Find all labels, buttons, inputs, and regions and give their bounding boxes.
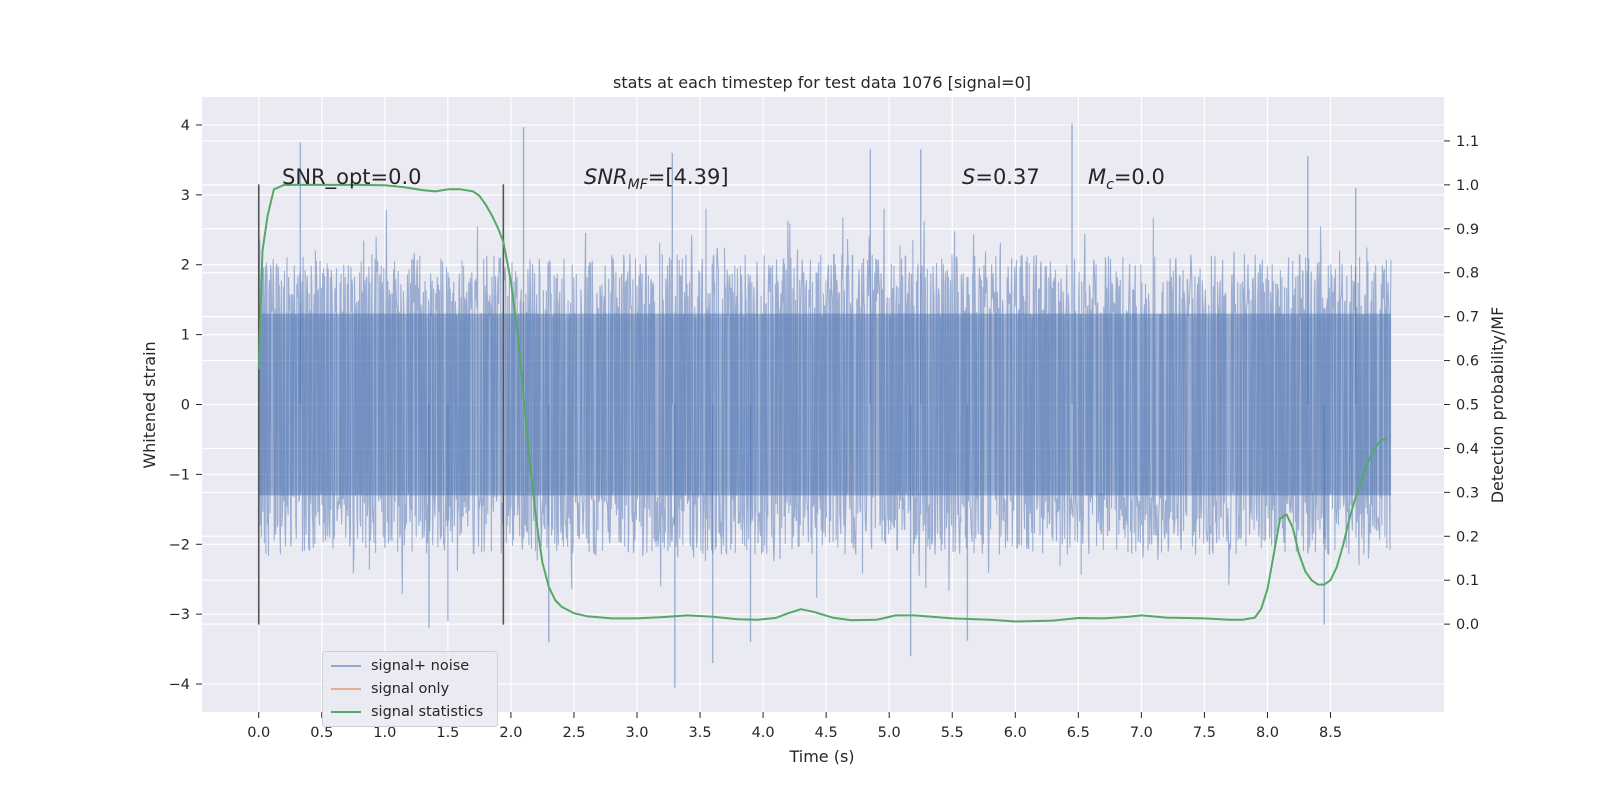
y-axis-label: Whitened strain bbox=[140, 341, 159, 468]
legend-item-signal-statistics: signal statistics bbox=[331, 702, 483, 722]
x-axis-label: Time (s) bbox=[788, 747, 854, 766]
noise-trace bbox=[258, 123, 1392, 688]
x-tick-label-7: 3.5 bbox=[689, 725, 712, 741]
y-tick-label-0: 4 bbox=[181, 118, 190, 134]
y-tick-label-4: 0 bbox=[181, 398, 190, 414]
x-tick-label-9: 4.5 bbox=[815, 725, 838, 741]
vertical-markers bbox=[257, 184, 505, 625]
y-right-tick-label-10: 0.1 bbox=[1456, 573, 1479, 589]
x-tick-label-3: 1.5 bbox=[436, 725, 459, 741]
x-tick-label-2: 1.0 bbox=[373, 725, 396, 741]
y-tick-label-6: −2 bbox=[169, 537, 190, 553]
legend-swatch-signal-statistics bbox=[331, 711, 361, 713]
y-right-tick-label-2: 0.9 bbox=[1456, 222, 1479, 238]
x-tick-label-10: 5.0 bbox=[878, 725, 901, 741]
y-right-tick-label-8: 0.3 bbox=[1456, 485, 1479, 501]
x-tick-label-11: 5.5 bbox=[941, 725, 964, 741]
legend-swatch-signal-noise bbox=[331, 665, 361, 667]
legend-swatch-signal-only bbox=[331, 688, 361, 690]
y-tick-label-3: 1 bbox=[181, 328, 190, 344]
y-right-tick-label-11: 0.0 bbox=[1456, 617, 1479, 633]
y-right-tick-label-7: 0.4 bbox=[1456, 441, 1479, 457]
x-tick-label-17: 8.5 bbox=[1319, 725, 1342, 741]
y-right-tick-label-3: 0.8 bbox=[1456, 266, 1479, 282]
x-tick-label-0: 0.0 bbox=[247, 725, 270, 741]
legend-label-signal-only: signal only bbox=[371, 681, 450, 697]
x-tick-label-14: 7.0 bbox=[1130, 725, 1153, 741]
y-tick-label-1: 3 bbox=[181, 188, 190, 204]
y-tick-label-2: 2 bbox=[181, 258, 190, 274]
annotation-mc: Mc=0.0 bbox=[1088, 165, 1165, 193]
x-ticks: 0.0 0.5 1.0 1.5 2.0 2.5 3.0 3.5 4.0 4.5 5.0 5.5 6.0 6… bbox=[247, 712, 1342, 741]
y-right-tick-label-9: 0.2 bbox=[1456, 529, 1479, 545]
series-line-0 bbox=[257, 183, 1388, 623]
legend-label-signal-statistics: signal statistics bbox=[371, 704, 484, 720]
y-right-tick-label-4: 0.7 bbox=[1456, 310, 1479, 326]
annotation-snr-mf: SNRMF=[4.39] bbox=[584, 165, 729, 193]
x-tick-label-4: 2.0 bbox=[499, 725, 522, 741]
x-tick-label-16: 8.0 bbox=[1256, 725, 1279, 741]
y-right-tick-label-5: 0.6 bbox=[1456, 354, 1479, 370]
chart-title: stats at each timestep for test data 107… bbox=[613, 73, 1031, 92]
x-tick-label-15: 7.5 bbox=[1193, 725, 1216, 741]
x-tick-label-6: 3.0 bbox=[625, 725, 648, 741]
x-tick-label-5: 2.5 bbox=[562, 725, 585, 741]
y-tick-label-8: −4 bbox=[169, 677, 190, 693]
y-ticks: 4 3 2 1 0 −1 −2 −3 −4 bbox=[169, 118, 202, 693]
noise-line bbox=[258, 208, 1392, 598]
y-tick-label-7: −3 bbox=[169, 607, 190, 623]
legend-item-signal-noise: signal+ noise bbox=[331, 656, 469, 676]
legend-label-signal-noise: signal+ noise bbox=[371, 658, 470, 674]
y-tick-label-5: −1 bbox=[169, 467, 190, 483]
y-right-tick-label-6: 0.5 bbox=[1456, 398, 1479, 414]
y-axis-label-right: Detection probability/MF bbox=[1488, 307, 1507, 504]
x-tick-label-12: 6.0 bbox=[1004, 725, 1027, 741]
annotation-s: S=0.37 bbox=[962, 165, 1040, 189]
signal-statistics-series bbox=[257, 183, 1388, 623]
y-right-tick-label-1: 1.0 bbox=[1456, 178, 1479, 194]
x-tick-label-8: 4.0 bbox=[752, 725, 775, 741]
y-right-tick-label-0: 1.1 bbox=[1456, 134, 1479, 150]
x-tick-label-13: 6.5 bbox=[1067, 725, 1090, 741]
x-tick-label-1: 0.5 bbox=[310, 725, 333, 741]
y-ticks-right: 1.1 1.0 0.9 0.8 0.7 0.6 0.5 0.4 0.3 0.2 0.1 0.0 bbox=[1444, 134, 1479, 633]
legend: signal+ noise signal only signal statist… bbox=[322, 651, 498, 727]
annotation-snr-opt: SNR_opt=0.0 bbox=[282, 165, 422, 190]
legend-item-signal-only: signal only bbox=[331, 679, 449, 699]
